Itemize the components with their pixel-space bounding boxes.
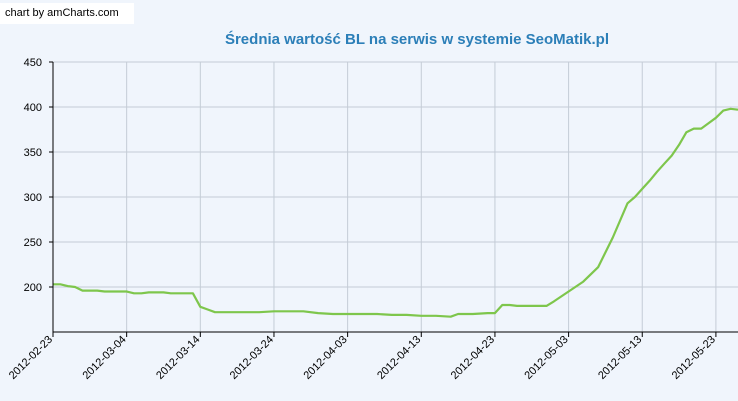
y-tick-label: 200 xyxy=(24,282,42,294)
chart-title: Średnia wartość BL na serwis w systemie … xyxy=(225,30,609,48)
x-tick-label: 2012-03-04 xyxy=(80,334,128,382)
y-tick-label: 300 xyxy=(24,192,42,204)
y-axis-ticks: 200 250 300 350 400 450 xyxy=(24,57,53,294)
y-tick-label: 400 xyxy=(24,102,42,114)
series-layer xyxy=(53,107,738,318)
x-tick-label: 2012-04-13 xyxy=(375,334,423,382)
x-tick-label: 2012-05-03 xyxy=(522,334,570,382)
chart-credit: chart by amCharts.com xyxy=(0,3,134,24)
x-tick-label: 2012-05-23 xyxy=(670,334,718,382)
y-tick-label: 350 xyxy=(24,147,42,159)
y-tick-label: 450 xyxy=(24,57,42,69)
x-tick-label: 2012-05-13 xyxy=(596,334,644,382)
x-tick-label: 2012-03-24 xyxy=(228,334,276,382)
x-axis-ticks: 2012-02-23 2012-03-04 2012-03-14 2012-03-24… xyxy=(7,332,718,382)
x-tick-label: 2012-03-14 xyxy=(154,334,202,382)
series-line xyxy=(53,107,738,318)
x-tick-label: 2012-02-23 xyxy=(7,334,55,382)
x-tick-label: 2012-04-23 xyxy=(449,334,497,382)
y-tick-label: 250 xyxy=(24,237,42,249)
x-tick-label: 2012-04-03 xyxy=(301,334,349,382)
